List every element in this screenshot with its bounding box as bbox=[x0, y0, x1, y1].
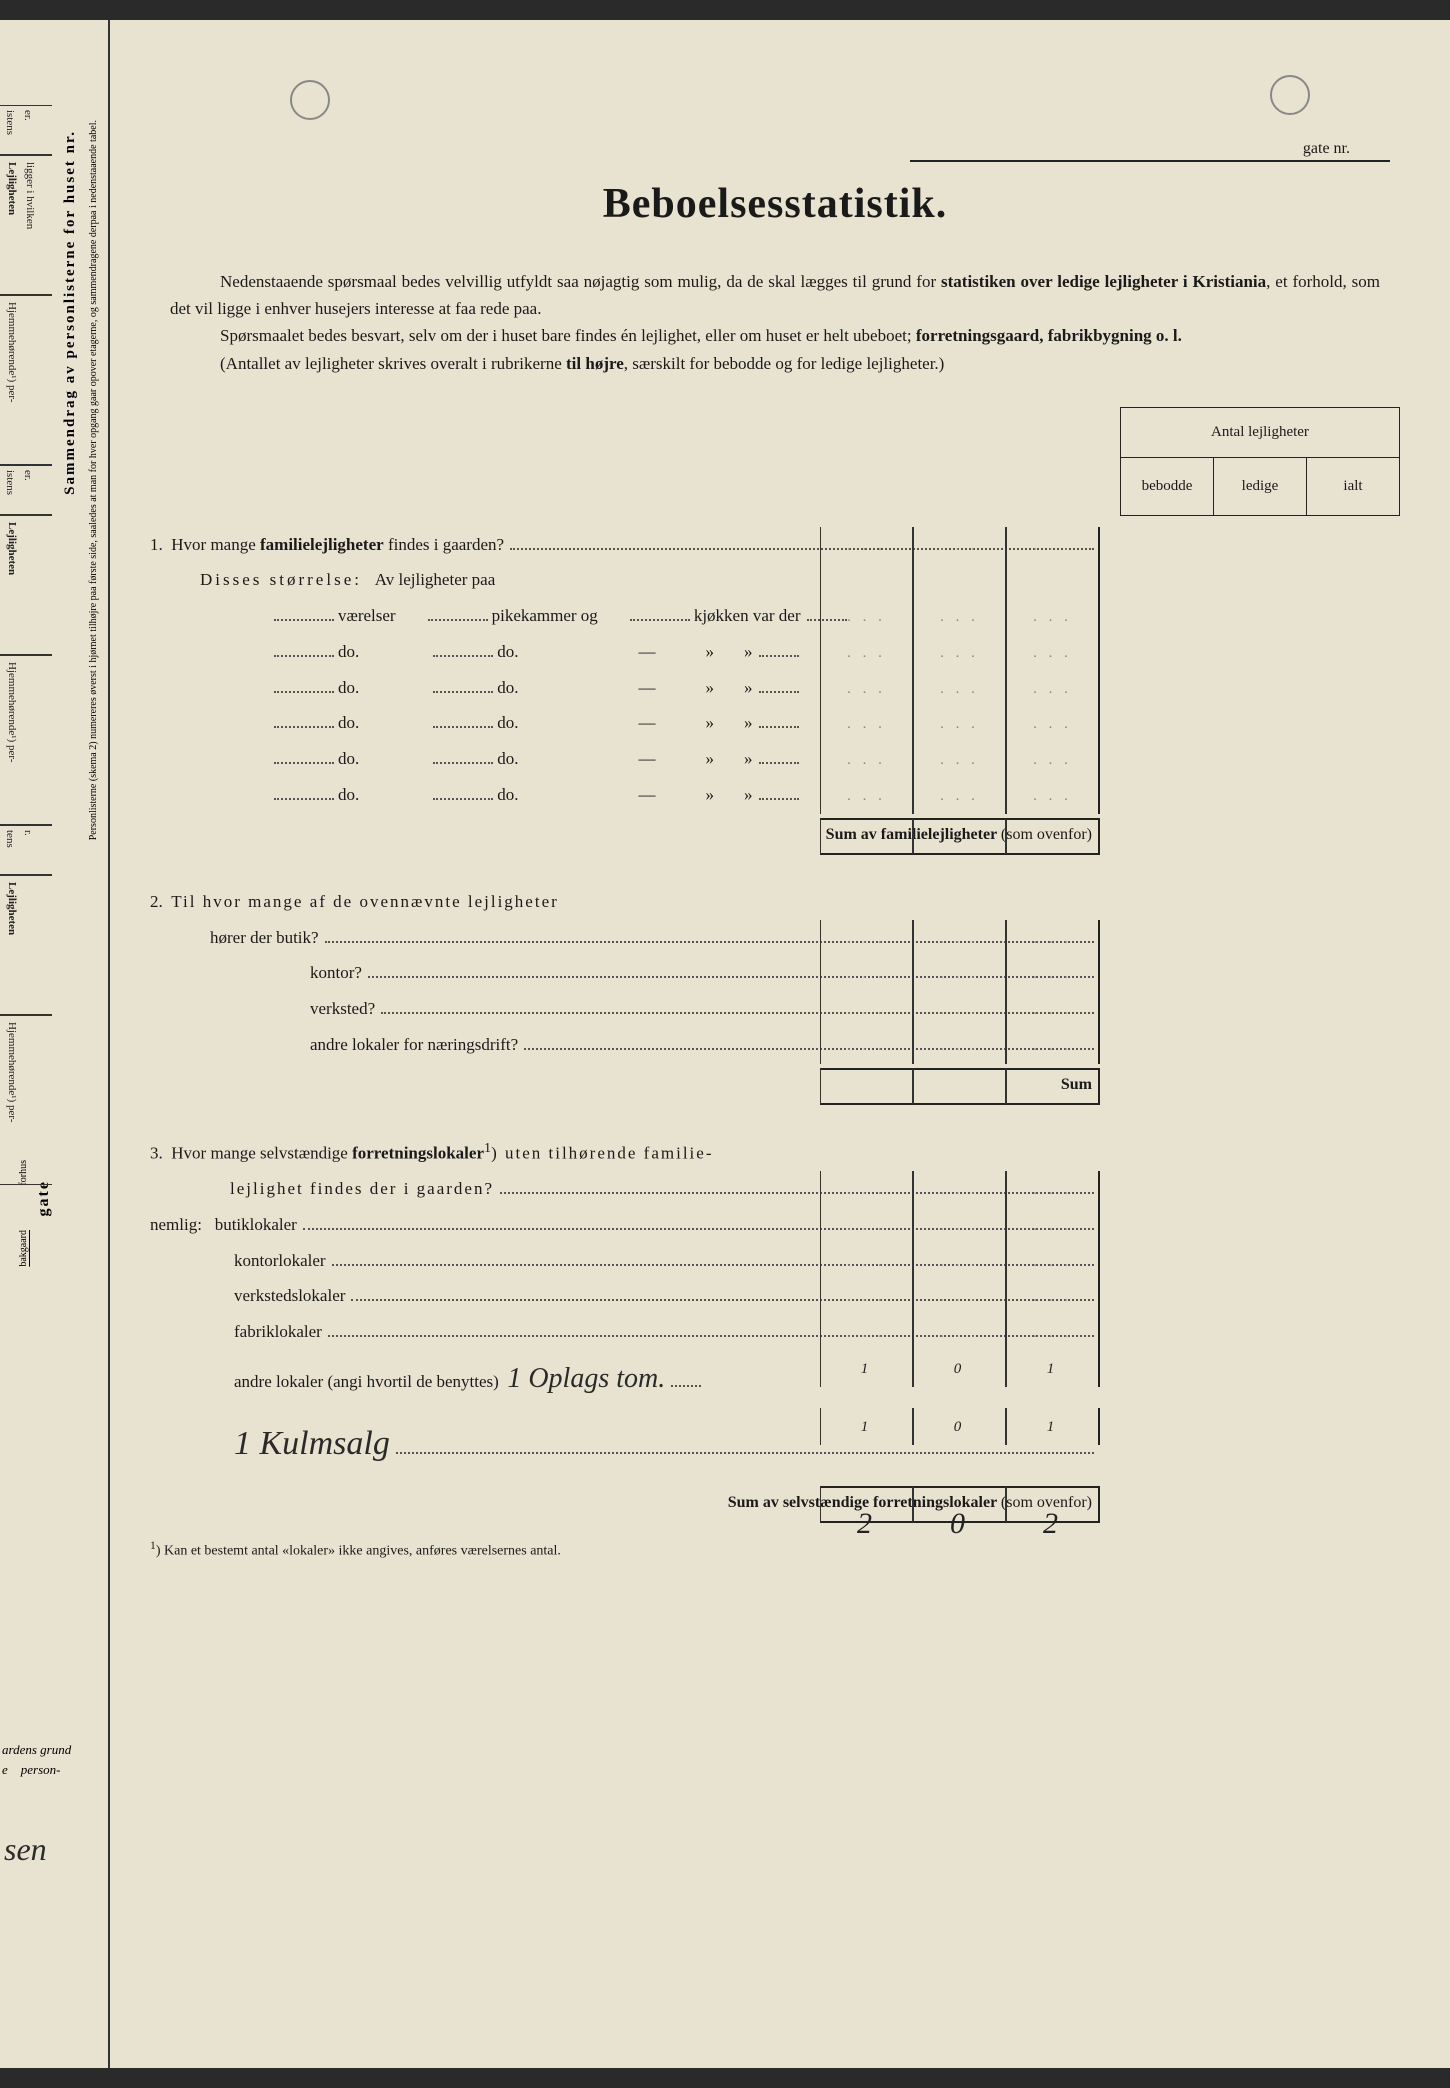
left-handwriting: sen bbox=[4, 1831, 47, 1868]
left-note: Personlisterne (skema 2) numereres øvers… bbox=[88, 120, 99, 840]
left-gate: gate bbox=[35, 1180, 53, 1216]
form-body: Antal lejligheter bebodde ledige ialt . … bbox=[150, 407, 1400, 1560]
page-title: Beboelsesstatistik. bbox=[150, 180, 1400, 228]
page-mark-left bbox=[290, 80, 330, 120]
left-bakgaard: bakgaard bbox=[18, 1230, 29, 1267]
main-page: gate nr. Beboelsesstatistik. Nedenstaaen… bbox=[110, 20, 1450, 2068]
q2-text: 2. Til hvor mange af de ovennævnte lejli… bbox=[150, 884, 1100, 920]
columns-header-table: Antal lejligheter bebodde ledige ialt bbox=[1120, 407, 1400, 516]
previous-page-strip: Sammendrag av personlisterne for huset n… bbox=[0, 20, 110, 2068]
left-ardens: ardens grund bbox=[2, 1742, 71, 1758]
intro-text: Nedenstaaende spørsmaal bedes velvillig … bbox=[170, 268, 1380, 377]
page-mark-right bbox=[1270, 75, 1310, 115]
left-person: e person- bbox=[2, 1762, 61, 1778]
left-title: Sammendrag av personlisterne for huset n… bbox=[62, 130, 79, 495]
footnote: 1) Kan et bestemt antal «lokaler» ikke a… bbox=[150, 1539, 1400, 1560]
q3-text: 3. Hvor mange selvstændige forretningslo… bbox=[150, 1134, 1100, 1171]
gate-nr-field: gate nr. bbox=[910, 140, 1390, 162]
